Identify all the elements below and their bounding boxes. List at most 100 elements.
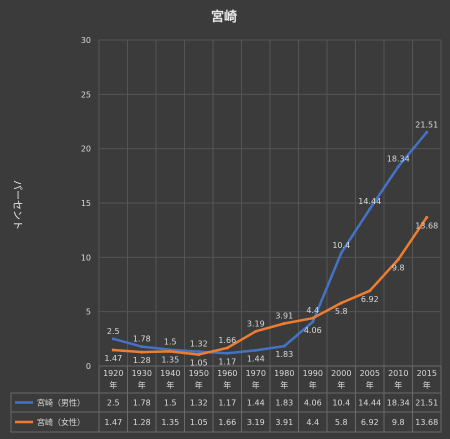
table-cell: 1.35 — [161, 418, 179, 427]
x-category-label: 2005 — [360, 369, 380, 378]
y-axis-label: パーセント — [11, 180, 23, 230]
data-label: 9.8 — [392, 264, 405, 273]
data-point — [111, 348, 115, 352]
x-category-label-suffix: 年 — [138, 380, 146, 390]
table-cell: 13.68 — [415, 418, 438, 427]
y-tick-label: 25 — [81, 90, 91, 99]
data-labels: 2.5 1.78 1.5 1.32 1.17 1.44 1.83 4.06 10.4 14.44 1… — [104, 120, 438, 367]
x-category-label-suffix: 年 — [166, 380, 174, 390]
table-cell: 5.8 — [335, 418, 348, 427]
x-category-label-suffix: 年 — [223, 380, 231, 390]
data-label: 14.44 — [358, 197, 381, 206]
data-point — [282, 344, 286, 348]
x-category-label: 1930 — [132, 369, 152, 378]
x-category-label: 1940 — [160, 369, 180, 378]
x-category-label: 1970 — [246, 369, 266, 378]
y-tick-label: 10 — [81, 253, 91, 262]
data-label: 2.5 — [107, 327, 120, 336]
data-point — [311, 320, 315, 324]
data-point — [140, 345, 144, 349]
data-label: 1.83 — [275, 350, 293, 359]
x-category-label: 1950 — [189, 369, 209, 378]
x-category-label: 2015 — [417, 369, 437, 378]
data-point — [168, 349, 172, 353]
data-point — [197, 353, 201, 357]
data-point — [254, 348, 258, 352]
x-category-label-suffix: 年 — [252, 380, 260, 390]
data-point — [282, 322, 286, 326]
data-label: 1.66 — [218, 336, 236, 345]
x-category-label-suffix: 年 — [366, 380, 374, 390]
x-category-label: 1990 — [303, 369, 323, 378]
y-tick-label: 30 — [81, 36, 91, 45]
data-label: 1.44 — [247, 354, 265, 363]
data-label: 1.17 — [218, 357, 236, 366]
data-point — [311, 316, 315, 320]
y-tick-label: 15 — [81, 199, 91, 208]
data-point — [396, 165, 400, 169]
series-line — [113, 216, 428, 356]
data-label: 3.91 — [275, 312, 293, 321]
table-cell: 1.17 — [218, 399, 236, 408]
table-cell: 10.4 — [332, 399, 350, 408]
gridlines — [98, 39, 442, 367]
data-label: 1.05 — [190, 359, 208, 368]
data-point — [225, 346, 229, 350]
data-point — [425, 130, 429, 134]
x-category-label: 2010 — [388, 369, 408, 378]
data-point — [197, 350, 201, 354]
data-label: 1.35 — [161, 355, 179, 364]
series-lines — [111, 130, 429, 357]
data-point — [339, 251, 343, 255]
x-category-label-suffix: 年 — [394, 380, 402, 390]
legend-label: 宮崎（男性） — [37, 398, 85, 408]
data-label: 3.19 — [247, 319, 265, 328]
data-label: 4.06 — [304, 326, 322, 335]
table-cell: 2.5 — [107, 399, 120, 408]
data-label: 5.8 — [335, 307, 348, 316]
data-point — [140, 350, 144, 354]
y-axis-ticks: 0 5 10 15 20 25 30 — [81, 36, 91, 371]
data-point — [368, 207, 372, 211]
table-cell: 3.91 — [275, 418, 293, 427]
data-point — [339, 301, 343, 305]
data-label: 1.32 — [190, 340, 208, 349]
table-cell: 6.92 — [361, 418, 379, 427]
data-point — [254, 329, 258, 333]
data-label: 1.47 — [104, 354, 122, 363]
table-cell: 4.4 — [306, 418, 319, 427]
table-cell: 1.83 — [275, 399, 293, 408]
data-label: 13.68 — [415, 221, 438, 230]
x-category-label: 1920 — [103, 369, 123, 378]
table-cell: 4.06 — [304, 399, 322, 408]
x-category-label: 1980 — [274, 369, 294, 378]
data-label: 1.28 — [133, 356, 151, 365]
data-label: 1.5 — [164, 338, 177, 347]
table-cell: 1.5 — [164, 399, 177, 408]
data-label: 18.34 — [387, 155, 410, 164]
table-cell: 1.47 — [104, 418, 122, 427]
chart-title: 宮崎 — [211, 9, 237, 25]
table-cell: 1.66 — [218, 418, 236, 427]
data-point — [368, 289, 372, 293]
x-category-label: 2000 — [331, 369, 351, 378]
x-category-label-suffix: 年 — [280, 380, 288, 390]
x-category-label-suffix: 年 — [309, 380, 317, 390]
x-category-label-suffix: 年 — [423, 380, 431, 390]
table-cell: 3.19 — [247, 418, 265, 427]
x-category-label: 1960 — [217, 369, 237, 378]
data-label: 6.92 — [361, 295, 379, 304]
data-point — [425, 215, 429, 219]
y-tick-label: 5 — [86, 308, 91, 317]
table-cell: 1.05 — [190, 418, 208, 427]
data-label: 21.51 — [415, 120, 438, 129]
table-cell: 21.51 — [415, 399, 438, 408]
table-cell: 1.78 — [133, 399, 151, 408]
data-table: 1920 年 1930 年 1940 年 1950 年 1960 年 1970 年 1980 年 1990 年… — [10, 365, 442, 433]
data-point — [225, 351, 229, 355]
x-category-label-suffix: 年 — [195, 380, 203, 390]
table-cell: 1.32 — [190, 399, 208, 408]
data-point — [396, 258, 400, 262]
data-label: 1.78 — [133, 335, 151, 344]
